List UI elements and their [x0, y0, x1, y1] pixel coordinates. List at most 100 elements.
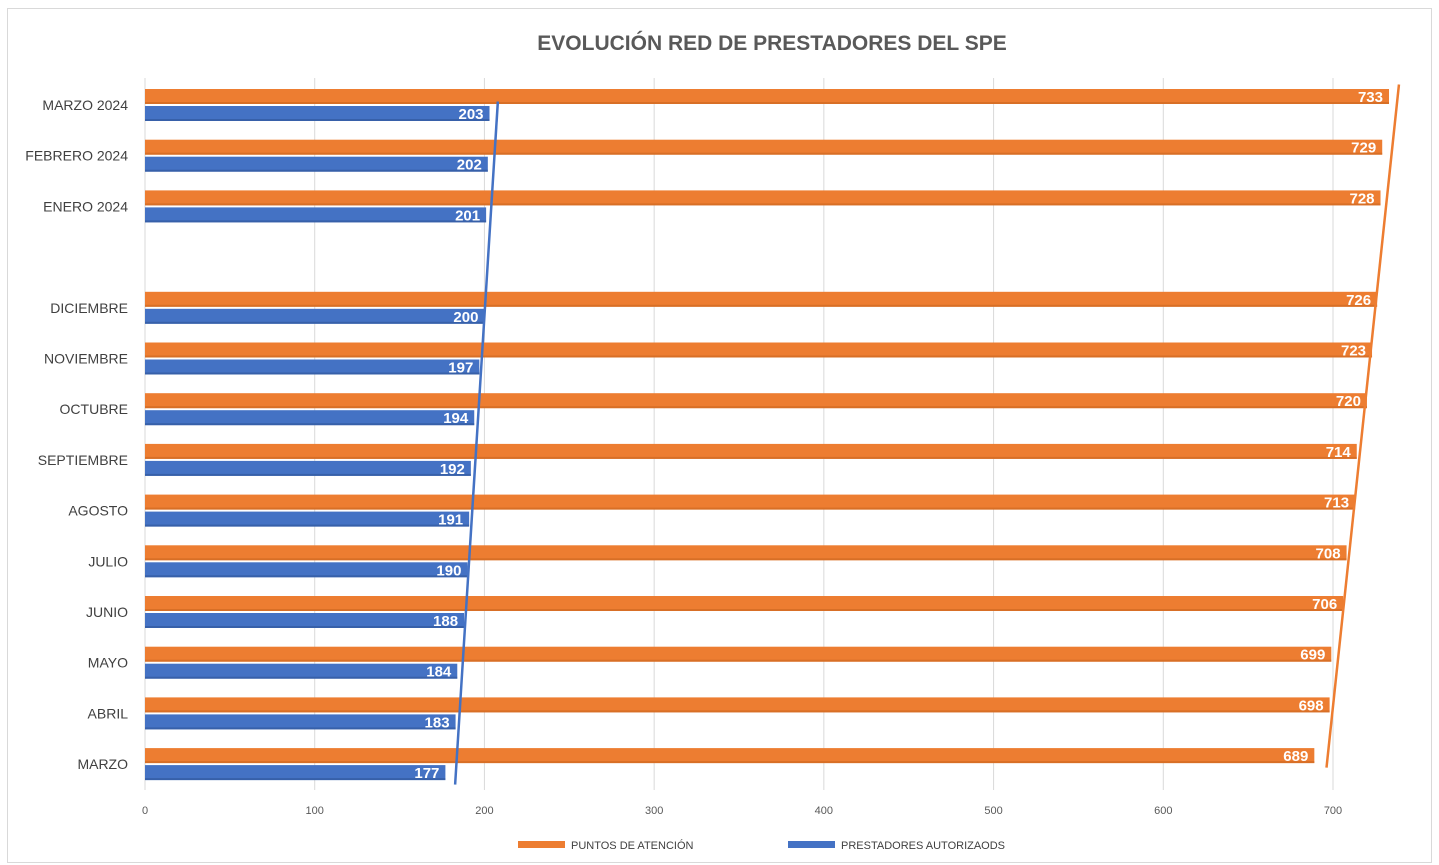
x-tick-label: 200: [475, 805, 493, 817]
chart-frame: [7, 8, 1432, 863]
bar-shadow: [145, 524, 470, 527]
bar-puntos: [145, 596, 1344, 611]
trendline-puntos: [1325, 84, 1401, 768]
bar-shadow: [145, 119, 490, 121]
bar-prestadores: [145, 511, 470, 527]
data-label-puntos: 699: [1300, 647, 1325, 664]
legend-label-prestadores: PRESTADORES AUTORIZAODS: [841, 840, 1005, 852]
data-label-puntos: 689: [1283, 748, 1308, 765]
category-label: SEPTIEMBRE: [38, 452, 128, 468]
data-label-puntos: 729: [1351, 140, 1376, 157]
data-label-prestadores: 197: [448, 360, 473, 377]
bar-shadow: [145, 727, 456, 730]
data-label-puntos: 733: [1358, 89, 1383, 106]
bar-shadow: [145, 220, 487, 223]
data-label-puntos: 723: [1341, 343, 1366, 360]
bar-prestadores: [145, 106, 490, 121]
bar-puntos: [145, 342, 1373, 358]
legend-label-puntos: PUNTOS DE ATENCIÓN: [571, 839, 694, 852]
data-label-prestadores: 201: [455, 207, 480, 224]
bar-prestadores: [145, 156, 488, 172]
bar-shadow: [145, 558, 1347, 561]
category-label: JUNIO: [86, 604, 128, 620]
bar-puntos: [145, 393, 1367, 409]
category-label: OCTUBRE: [60, 401, 128, 417]
legend: PUNTOS DE ATENCIÓN PRESTADORES AUTORIZAO…: [518, 839, 1005, 852]
legend-swatch-puntos: [518, 841, 565, 848]
x-tick-label: 600: [1154, 805, 1172, 817]
bar-puntos: [145, 139, 1383, 155]
category-label: MARZO: [77, 756, 128, 772]
bar-shadow: [145, 710, 1330, 713]
category-label: ENERO 2024: [43, 198, 128, 214]
chart-title: EVOLUCIÓN RED DE PRESTADORES DEL SPE: [537, 31, 1006, 55]
category-label: ABRIL: [88, 705, 129, 721]
data-labels: 733 203 729 202 728 201 726 200 723 197 720 194 714 1…: [414, 89, 1383, 782]
bar-prestadores: [145, 663, 458, 679]
bar-shadow: [145, 169, 488, 172]
bar-shadow: [145, 626, 465, 628]
category-label: DICIEMBRE: [50, 300, 128, 316]
bar-shadow: [145, 321, 485, 324]
category-label: AGOSTO: [68, 503, 128, 519]
category-label: NOVIEMBRE: [44, 351, 128, 367]
bar-puntos: [145, 291, 1378, 307]
bar-shadow: [145, 102, 1390, 104]
bar-shadow: [145, 304, 1378, 307]
bar-shadow: [145, 372, 480, 375]
data-label-prestadores: 191: [438, 512, 463, 529]
data-label-prestadores: 194: [443, 410, 469, 427]
bar-prestadores: [145, 714, 456, 730]
category-label: MAYO: [88, 655, 128, 671]
bar-prestadores: [145, 410, 475, 426]
bar-shadow: [145, 609, 1344, 611]
bar-shadow: [145, 152, 1383, 155]
data-label-prestadores: 188: [433, 613, 458, 630]
data-label-prestadores: 184: [426, 664, 452, 681]
data-label-puntos: 714: [1326, 444, 1352, 461]
bar-prestadores: [145, 460, 471, 476]
bar-puntos: [145, 443, 1357, 459]
bar-shadow: [145, 355, 1373, 358]
bar-puntos: [145, 646, 1332, 662]
bar-shadow: [145, 406, 1367, 409]
data-label-puntos: 706: [1312, 596, 1337, 613]
data-label-puntos: 726: [1346, 292, 1371, 309]
bar-shadow: [145, 659, 1332, 662]
x-tick-label: 300: [645, 805, 663, 817]
bar-prestadores: [145, 207, 487, 223]
bar-shadow: [145, 676, 458, 679]
bar-shadow: [145, 575, 468, 578]
data-label-puntos: 713: [1324, 495, 1349, 512]
data-label-prestadores: 177: [414, 765, 439, 782]
data-label-prestadores: 192: [440, 461, 465, 478]
data-label-prestadores: 203: [458, 106, 483, 123]
data-label-prestadores: 200: [453, 309, 478, 326]
bar-puntos: [145, 89, 1390, 104]
bar-puntos: [145, 494, 1356, 510]
bar-prestadores: [145, 765, 446, 781]
trendline-prestadores: [453, 101, 500, 785]
bar-prestadores: [145, 359, 480, 375]
x-tick-label: 500: [984, 805, 1002, 817]
data-label-puntos: 698: [1299, 697, 1324, 714]
category-labels: MARZO 2024 FEBRERO 2024 ENERO 2024 DICIEMBR…: [25, 97, 128, 772]
bars: [145, 89, 1390, 781]
bar-prestadores: [145, 308, 485, 324]
legend-swatch-prestadores: [788, 841, 835, 848]
x-tick-label: 0: [142, 805, 148, 817]
bar-puntos: [145, 190, 1381, 206]
data-label-prestadores: 190: [436, 562, 461, 579]
bar-prestadores: [145, 613, 465, 628]
x-tick-label: 100: [306, 805, 324, 817]
bar-shadow: [145, 761, 1315, 764]
bar-puntos: [145, 697, 1330, 713]
category-label: MARZO 2024: [42, 97, 128, 113]
data-label-puntos: 728: [1349, 190, 1374, 207]
bar-shadow: [145, 778, 446, 781]
data-label-puntos: 708: [1316, 545, 1341, 562]
x-tick-label: 700: [1324, 805, 1342, 817]
category-label: JULIO: [88, 553, 128, 569]
data-label-prestadores: 183: [425, 714, 450, 731]
